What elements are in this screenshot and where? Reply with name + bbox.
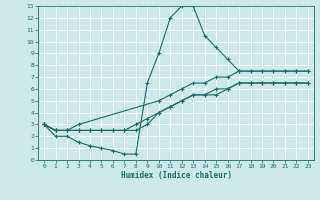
X-axis label: Humidex (Indice chaleur): Humidex (Indice chaleur) — [121, 171, 231, 180]
